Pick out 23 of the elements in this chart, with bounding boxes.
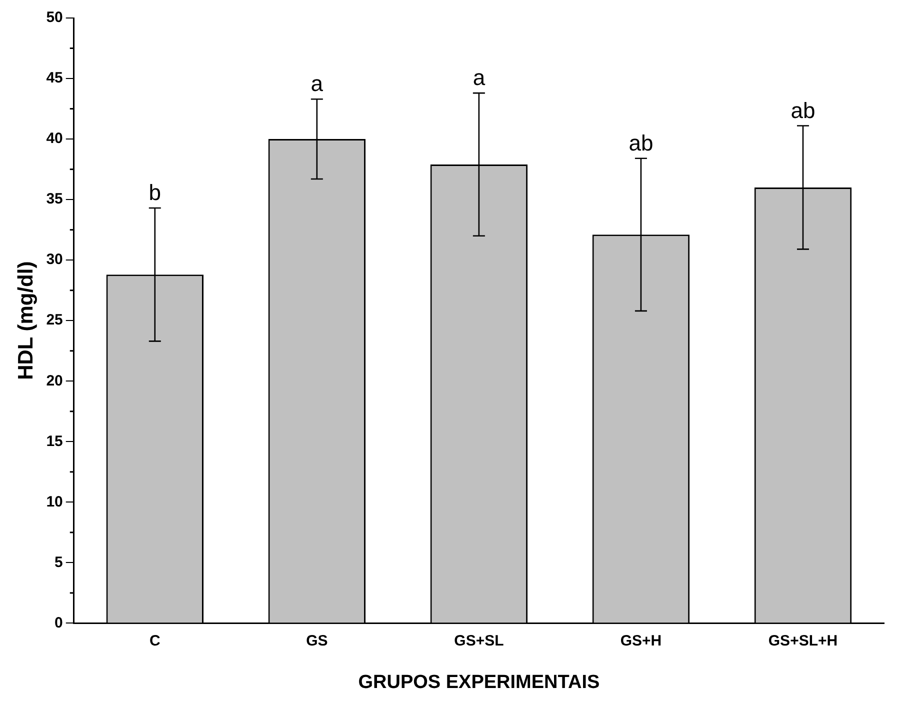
annotation: a (472, 65, 486, 90)
annotation: b (148, 180, 162, 206)
y-tick-label: 20 (46, 372, 63, 390)
y-tick-label: 15 (46, 432, 63, 450)
y-tick-label: 45 (46, 70, 63, 87)
annotation: a (310, 71, 324, 96)
y-tick-label: 5 (54, 554, 63, 571)
y-tick-label: 35 (46, 190, 63, 208)
x-axis-title: GRUPOS EXPERIMENTAIS (358, 672, 600, 693)
y-tick-label: 40 (46, 130, 63, 148)
x-tick-label: C (149, 632, 160, 650)
y-tick-label: 50 (46, 9, 63, 26)
x-tick-label: GS (306, 632, 328, 650)
y-tick-label: 10 (46, 493, 63, 510)
y-tick-label: 0 (54, 614, 63, 632)
y-tick-label: 25 (46, 312, 63, 329)
y-tick-label: 30 (46, 251, 63, 268)
x-tick-label: GS+SL+H (768, 632, 838, 650)
y-axis-title: HDL (mg/dl) (14, 261, 38, 380)
annotation: ab (628, 130, 654, 156)
x-tick-label: GS+H (620, 632, 662, 650)
annotation: ab (790, 98, 816, 123)
x-tick-label: GS+SL (454, 632, 504, 650)
